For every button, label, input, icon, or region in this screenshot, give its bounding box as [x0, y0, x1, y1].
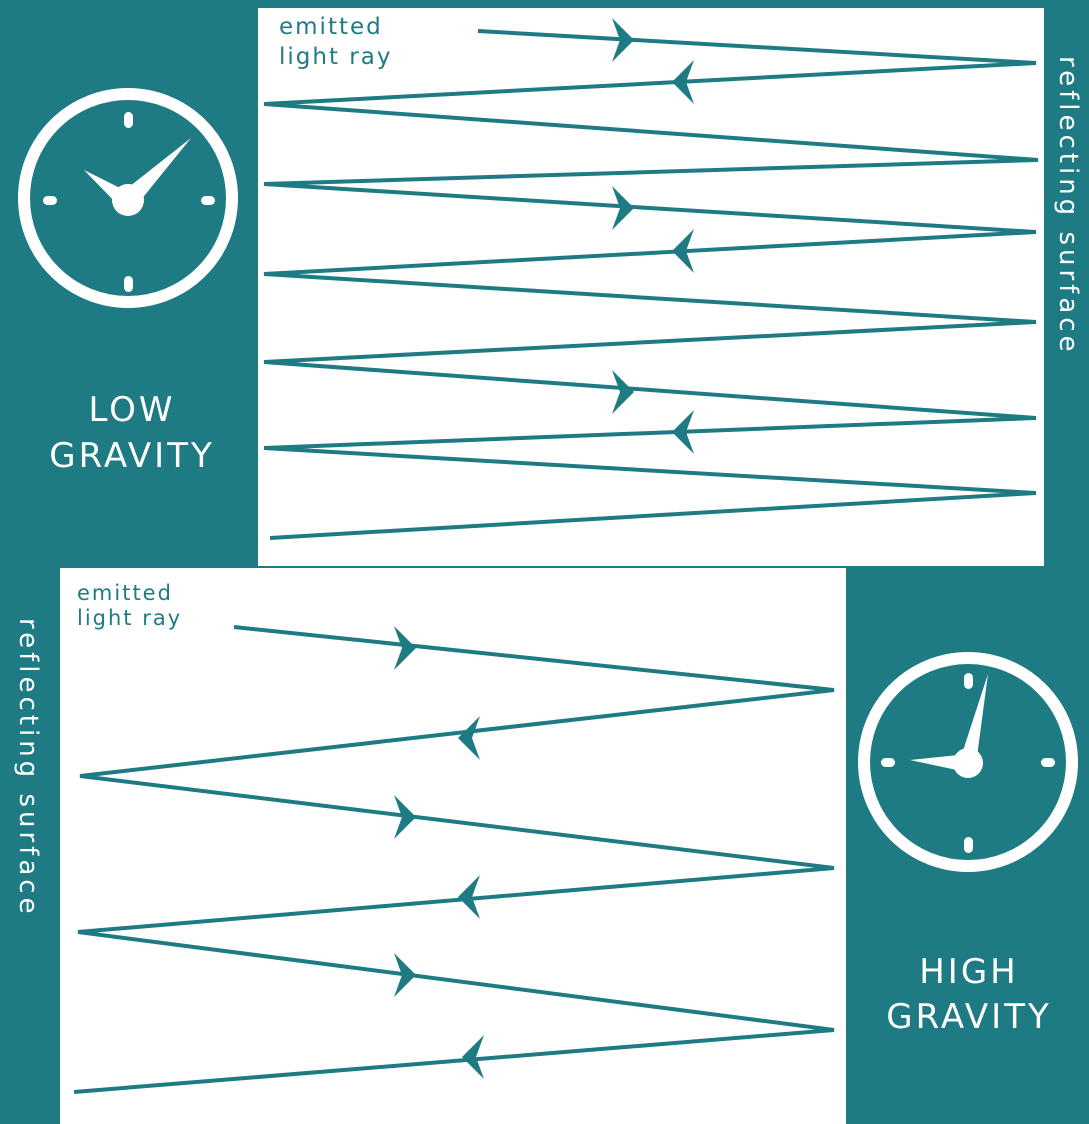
clock-tick-12 [124, 112, 133, 128]
bottom-white-field [60, 568, 846, 1124]
arrow-left-icon [672, 229, 694, 273]
arrow-right-icon [394, 626, 416, 670]
top-emitted-label-line1: emitted [279, 14, 383, 40]
arrow-left-icon [672, 410, 694, 454]
clock-tick-6 [124, 276, 133, 292]
top-light-ray [263, 29, 1039, 540]
bottom-gravity-label-line1: HIGH [919, 952, 1019, 992]
clock-tick-12 [964, 673, 973, 689]
bottom-light-ray [73, 625, 835, 1094]
clock-ring [18, 88, 238, 308]
arrow-right-icon [394, 795, 416, 839]
clock-tick-3 [201, 196, 215, 205]
bottom-surface-label: reflecting surface [13, 618, 43, 918]
clock-minute-hand [960, 674, 988, 764]
top-gravity-label-line2: GRAVITY [49, 436, 215, 476]
clock-center [953, 748, 983, 778]
top-arrows [612, 18, 694, 454]
top-emitted-label-line2: light ray [279, 44, 392, 70]
arrow-left-icon [458, 716, 480, 760]
bottom-clock [858, 652, 1078, 872]
clock-tick-9 [43, 196, 57, 205]
arrow-right-icon [612, 186, 634, 230]
arrow-left-icon [458, 875, 480, 919]
bottom-arrows [394, 626, 484, 1079]
top-surface-label: reflecting surface [1053, 56, 1083, 356]
top-gravity-label-line1: LOW [88, 390, 175, 430]
clock-ring [858, 652, 1078, 872]
arrow-right-icon [612, 370, 634, 414]
clock-center [112, 184, 144, 216]
clock-tick-6 [964, 837, 973, 853]
clock-hour-hand [910, 754, 968, 772]
bottom-emitted-label-line1: emitted [77, 581, 173, 605]
arrow-left-icon [672, 60, 694, 104]
bottom-emitted-label-line2: light ray [77, 606, 182, 630]
clock-tick-9 [881, 758, 895, 767]
arrow-right-icon [394, 953, 416, 997]
top-white-field [258, 8, 1044, 566]
bottom-gravity-label-line2: GRAVITY [886, 997, 1052, 1037]
arrow-left-icon [462, 1035, 484, 1079]
clock-tick-3 [1041, 758, 1055, 767]
top-clock [18, 88, 238, 308]
arrow-right-icon [612, 18, 634, 62]
